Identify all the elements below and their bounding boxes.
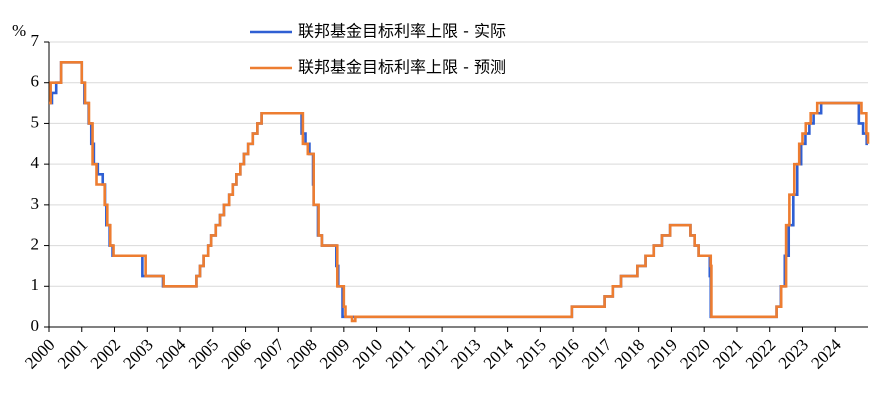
y-tick-label: 3 [31, 194, 40, 213]
x-tick-label: 2023 [775, 335, 812, 372]
x-tick-label: 2002 [87, 335, 124, 372]
series-line [49, 61, 870, 323]
x-tick-label: 2009 [316, 335, 353, 372]
x-tick-label: 2003 [119, 335, 156, 372]
y-tick-label: 0 [31, 316, 40, 335]
x-tick-label: 2021 [709, 335, 746, 372]
x-tick-label: 2011 [382, 335, 419, 372]
x-tick-label: 2010 [349, 335, 386, 372]
x-tick-label: 2018 [611, 335, 648, 372]
x-tick-label: 2000 [21, 335, 58, 372]
x-tick-label: 2022 [742, 335, 779, 372]
y-tick-label: 6 [31, 72, 40, 91]
x-tick-label: 2024 [807, 335, 845, 373]
y-tick-label: 7 [31, 31, 40, 50]
x-tick-label: 2001 [54, 335, 91, 372]
legend-text: 联邦基金目标利率上限 - 预测 [298, 58, 506, 77]
x-tick-label: 2008 [283, 335, 320, 372]
x-tick-label: 2013 [447, 335, 484, 372]
x-tick-label: 2016 [545, 335, 582, 372]
x-tick-label: 2012 [414, 335, 451, 372]
x-tick-label: 2015 [513, 335, 550, 372]
y-tick-label: 2 [31, 234, 40, 253]
x-tick-label: 2020 [676, 335, 713, 372]
x-tick-label: 2004 [152, 335, 190, 373]
x-tick-label: 2017 [578, 335, 616, 373]
y-tick-label: 5 [31, 112, 40, 131]
x-tick-label: 2007 [250, 335, 288, 373]
x-tick-label: 2019 [644, 335, 681, 372]
y-axis-label: % [12, 21, 26, 40]
x-tick-label: 2014 [480, 335, 518, 373]
x-tick-label: 2005 [185, 335, 222, 372]
series-line [49, 61, 868, 319]
y-tick-label: 1 [31, 275, 40, 294]
y-tick-label: 4 [31, 153, 40, 172]
legend-text: 联邦基金目标利率上限 - 实际 [298, 22, 506, 41]
x-tick-label: 2006 [218, 335, 255, 372]
